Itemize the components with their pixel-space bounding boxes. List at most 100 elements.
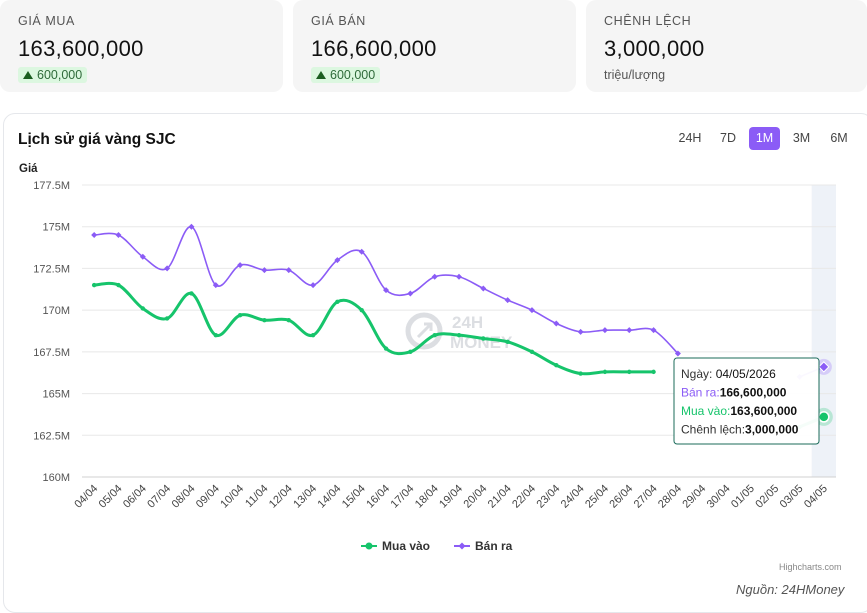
- watermark-text: 24H: [452, 313, 483, 332]
- sell-price-value: 166,600,000: [311, 36, 437, 61]
- legend-sell-label: Bán ra: [475, 539, 513, 553]
- buy-point: [116, 282, 121, 288]
- tooltip-sell-value: 166,600,000: [720, 386, 787, 400]
- legend-buy-marker: [365, 542, 373, 550]
- x-tick-label: 25/04: [583, 483, 611, 511]
- sell-point: [334, 257, 341, 264]
- tooltip-diff: Chênh lệch:3,000,000: [681, 423, 799, 437]
- chart-tooltip: Ngày: 04/05/2026 Bán ra:166,600,000 Mua và…: [673, 357, 820, 445]
- range-24h-button[interactable]: 24H: [678, 131, 702, 145]
- legend-sell-marker: [458, 542, 466, 550]
- buy-point: [359, 307, 364, 313]
- range-7d-button[interactable]: 7D: [720, 131, 736, 145]
- x-tick-label: 30/04: [705, 483, 733, 511]
- buy-point: [237, 312, 243, 318]
- x-tick-label: 20/04: [461, 483, 489, 511]
- highcharts-credits[interactable]: Highcharts.com: [779, 562, 842, 572]
- buy-point: [286, 317, 291, 323]
- buy-change-badge: 600,000: [18, 67, 88, 83]
- sell-change-value: 600,000: [330, 68, 376, 82]
- tooltip-buy-label: Mua vào:: [681, 404, 730, 418]
- sell-point: [261, 267, 268, 274]
- y-tick-label: 165M: [42, 389, 70, 401]
- legend-item-sell[interactable]: Bán ra: [454, 539, 513, 553]
- spread-card: CHÊNH LỆCH 3,000,000 triệu/lượng: [586, 0, 867, 92]
- x-tick-label: 18/04: [413, 483, 441, 511]
- sell-point: [650, 327, 657, 334]
- x-tick-label: 01/05: [729, 483, 757, 511]
- x-tick-label: 29/04: [680, 483, 708, 511]
- x-tick-label: 14/04: [316, 483, 344, 511]
- buy-change-value: 600,000: [37, 68, 83, 82]
- buy-price-value: 163,600,000: [18, 36, 144, 61]
- y-tick-label: 175M: [42, 222, 70, 234]
- x-tick-label: 12/04: [267, 483, 295, 511]
- buy-point: [408, 349, 413, 355]
- sell-point: [310, 282, 317, 289]
- x-tick-label: 15/04: [340, 483, 368, 511]
- buy-point: [164, 316, 170, 321]
- tooltip-box: [673, 357, 820, 445]
- buy-point: [578, 371, 583, 376]
- x-tick-label: 09/04: [194, 483, 222, 511]
- x-tick-label: 27/04: [632, 483, 660, 511]
- spread-label: CHÊNH LỆCH: [604, 14, 692, 28]
- y-tick-label: 177.5M: [33, 180, 70, 192]
- buy-point: [310, 332, 316, 338]
- up-triangle-icon: [23, 71, 33, 79]
- tooltip-date-label: Ngày:: [681, 367, 716, 381]
- tooltip-sell: Bán ra:166,600,000: [681, 386, 787, 400]
- sell-point: [91, 232, 98, 239]
- sell-point: [139, 253, 146, 260]
- sell-point: [577, 328, 584, 335]
- tooltip-buy: Mua vào:163,600,000: [681, 404, 797, 418]
- buy-point: [335, 299, 340, 304]
- legend-item-buy[interactable]: Mua vào: [361, 539, 430, 553]
- x-tick-label: 26/04: [607, 483, 635, 511]
- buy-point: [651, 369, 656, 375]
- x-tick-label: 16/04: [364, 483, 392, 511]
- x-tick-label: 06/04: [121, 483, 149, 511]
- sell-point: [431, 273, 438, 280]
- buy-point: [627, 369, 632, 375]
- buy-price-card: GIÁ MUA 163,600,000 600,000: [0, 0, 283, 92]
- y-tick-label: 170M: [42, 305, 70, 317]
- x-tick-label: 23/04: [534, 483, 562, 511]
- range-6m-button[interactable]: 6M: [830, 131, 848, 145]
- tooltip-sell-label: Bán ra:: [681, 386, 720, 400]
- up-triangle-icon: [316, 71, 326, 79]
- buy-point: [529, 349, 535, 355]
- x-tick-label: 22/04: [510, 483, 538, 511]
- x-tick-label: 03/05: [778, 483, 806, 511]
- y-tick-label: 172.5M: [33, 263, 70, 275]
- tooltip-diff-label: Chênh lệch:: [681, 423, 745, 437]
- chart-legend: Mua vào Bán ra: [361, 539, 513, 553]
- sell-point: [188, 223, 195, 230]
- sell-point: [674, 350, 681, 357]
- watermark-arrow-icon: [416, 322, 433, 339]
- x-tick-label: 28/04: [656, 483, 684, 511]
- tooltip-buy-value: 163,600,000: [730, 404, 797, 418]
- y-tick-label: 167.5M: [33, 347, 70, 359]
- range-1m-button[interactable]: 1M: [749, 127, 780, 150]
- buy-point: [481, 336, 486, 341]
- tooltip-diff-value: 3,000,000: [745, 423, 799, 437]
- sell-point: [115, 232, 122, 239]
- spread-value: 3,000,000: [604, 36, 705, 61]
- tooltip-date-value: 04/05/2026: [716, 367, 776, 381]
- source-note: Nguồn: 24HMoney: [736, 582, 845, 597]
- y-tick-label: 162.5M: [33, 430, 70, 442]
- x-tick-label: 08/04: [170, 483, 198, 511]
- buy-point: [140, 306, 146, 311]
- x-tick-label: 02/05: [753, 483, 781, 511]
- range-3m-button[interactable]: 3M: [792, 131, 811, 145]
- sell-point-highlight: [818, 361, 830, 373]
- chart-title: Lịch sử giá vàng SJC: [18, 131, 176, 148]
- buy-point: [262, 317, 267, 323]
- x-tick-label: 19/04: [437, 483, 465, 511]
- sell-point: [164, 265, 171, 272]
- sell-point: [626, 327, 633, 334]
- buy-point: [602, 369, 608, 375]
- sell-point: [383, 287, 390, 294]
